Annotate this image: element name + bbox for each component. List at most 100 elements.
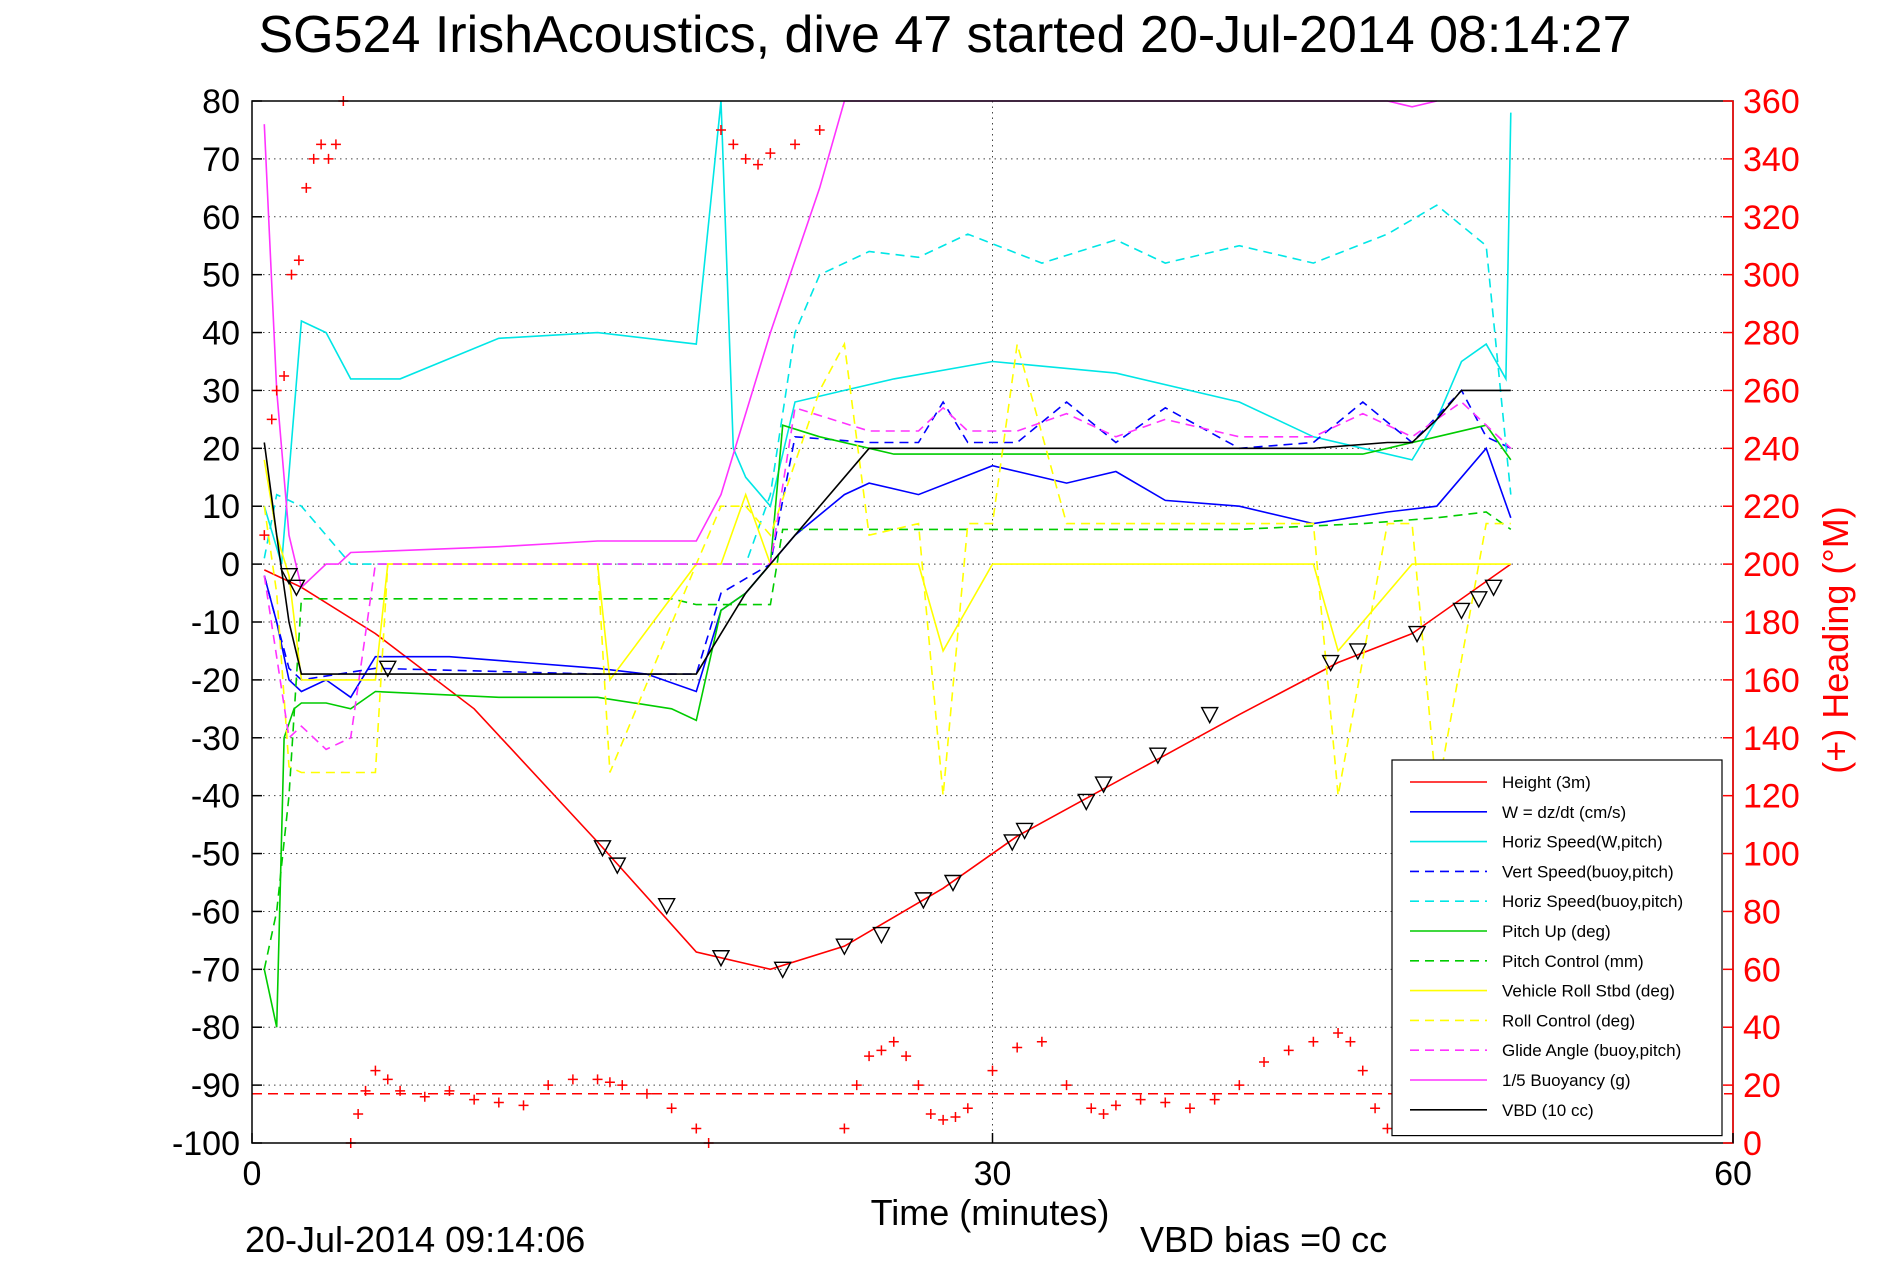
triangle-marker	[1348, 643, 1367, 661]
y-tick-label: -10	[191, 604, 240, 642]
y-right-tick-label: 200	[1743, 546, 1800, 584]
heading-point	[925, 1109, 936, 1120]
heading-point	[728, 139, 739, 150]
series-line-10	[263, 100, 1437, 589]
triangle-marker	[378, 660, 397, 678]
heading-point	[1135, 1094, 1146, 1105]
triangle-marker	[943, 874, 963, 892]
x-axis-label: Time (minutes)	[871, 1192, 1110, 1233]
legend-entry-4: Horiz Speed(buoy,pitch)	[1502, 892, 1683, 911]
y-tick-label: 80	[202, 83, 240, 121]
heading-point	[888, 1036, 899, 1047]
triangle-marker	[1148, 747, 1168, 765]
heading-point	[814, 124, 825, 135]
heading-point	[518, 1100, 529, 1111]
heading-point	[1012, 1042, 1023, 1053]
heading-point	[1333, 1028, 1344, 1039]
heading-point	[259, 530, 270, 541]
y-right-tick-label: 180	[1743, 604, 1800, 642]
triangle-marker	[1003, 834, 1022, 852]
heading-point	[308, 153, 319, 164]
heading-point	[419, 1091, 430, 1102]
heading-point	[567, 1074, 578, 1085]
triangle-marker	[1015, 822, 1034, 840]
legend-box	[1391, 759, 1723, 1137]
heading-point	[1345, 1036, 1356, 1047]
y-tick-label: -30	[191, 720, 240, 758]
triangle-marker	[1469, 591, 1488, 609]
triangle-marker	[1094, 776, 1113, 794]
triangle-marker	[773, 961, 792, 979]
heading-point	[765, 148, 776, 159]
footer-date: 20-Jul-2014 09:14:06	[245, 1219, 585, 1260]
heading-point	[395, 1085, 406, 1096]
heading-point	[1160, 1097, 1171, 1108]
legend-entry-6: Pitch Control (mm)	[1502, 952, 1644, 971]
legend-entry-9: Glide Angle (buoy,pitch)	[1502, 1041, 1681, 1060]
y-tick-label: 60	[202, 199, 240, 237]
series-line-6	[263, 511, 1512, 970]
heading-point	[323, 153, 334, 164]
triangle-marker	[657, 897, 676, 916]
heading-point	[330, 139, 341, 150]
triangle-marker	[1452, 602, 1471, 620]
triangle-marker	[1484, 579, 1503, 597]
heading-point	[1308, 1036, 1319, 1047]
legend-entry-5: Pitch Up (deg)	[1502, 922, 1611, 941]
triangle-marker	[711, 950, 731, 968]
y-tick-label: -100	[172, 1125, 240, 1163]
triangle-marker	[608, 857, 627, 875]
legend-entry-0: Height (3m)	[1502, 773, 1591, 792]
y-tick-label: 50	[202, 257, 240, 295]
heading-point	[790, 139, 801, 150]
heading-point	[286, 269, 297, 280]
heading-point	[293, 255, 304, 266]
heading-point	[604, 1077, 615, 1088]
legend-entry-2: Horiz Speed(W,pitch)	[1502, 833, 1663, 852]
y-tick-label: -40	[191, 778, 240, 816]
y-tick-label: -60	[191, 893, 240, 931]
heading-point	[864, 1051, 875, 1062]
heading-point	[1382, 1123, 1393, 1134]
triangle-marker	[835, 938, 854, 956]
y-right-tick-label: 120	[1743, 778, 1800, 816]
y-right-tick-label: 100	[1743, 836, 1800, 874]
series-line-0	[263, 563, 1512, 971]
heading-point	[592, 1074, 603, 1085]
series-line-5	[263, 424, 1512, 1028]
triangle-marker	[914, 892, 933, 910]
y-right-tick-label: 20	[1743, 1067, 1781, 1105]
heading-point	[1098, 1109, 1109, 1120]
y-tick-label: 20	[202, 430, 240, 468]
heading-point	[279, 370, 290, 381]
ticks: 80706050403020100-10-20-30-40-50-60-70-8…	[172, 83, 1800, 1193]
heading-point	[266, 414, 277, 425]
legend-entry-1: W = dz/dt (cm/s)	[1502, 803, 1626, 822]
series-line-7	[263, 459, 1511, 683]
heading-point	[1259, 1056, 1270, 1067]
y-axis-label-right: (+) Heading (°M)	[1815, 506, 1856, 773]
legend-entry-7: Vehicle Roll Stbd (deg)	[1502, 982, 1675, 1001]
heading-point	[493, 1097, 504, 1108]
heading-point	[1061, 1080, 1072, 1091]
heading-point	[543, 1080, 554, 1091]
heading-point	[1110, 1100, 1121, 1111]
triangle-marker	[1321, 654, 1340, 673]
heading-point	[316, 139, 327, 150]
heading-point	[938, 1114, 949, 1125]
heading-point	[876, 1045, 887, 1056]
x-tick-label: 60	[1714, 1155, 1752, 1193]
series-line-3	[263, 389, 1512, 681]
y-tick-label: -20	[191, 662, 240, 700]
y-tick-label: -50	[191, 836, 240, 874]
legend-entry-11: VBD (10 cc)	[1502, 1101, 1594, 1120]
x-tick-label: 30	[974, 1155, 1012, 1193]
y-right-tick-label: 140	[1743, 720, 1800, 758]
y-tick-label: 70	[202, 141, 240, 179]
triangle-marker	[872, 926, 891, 945]
y-right-tick-label: 240	[1743, 430, 1800, 468]
heading-point	[901, 1051, 912, 1062]
heading-point	[987, 1065, 998, 1076]
y-tick-label: 10	[202, 488, 240, 526]
